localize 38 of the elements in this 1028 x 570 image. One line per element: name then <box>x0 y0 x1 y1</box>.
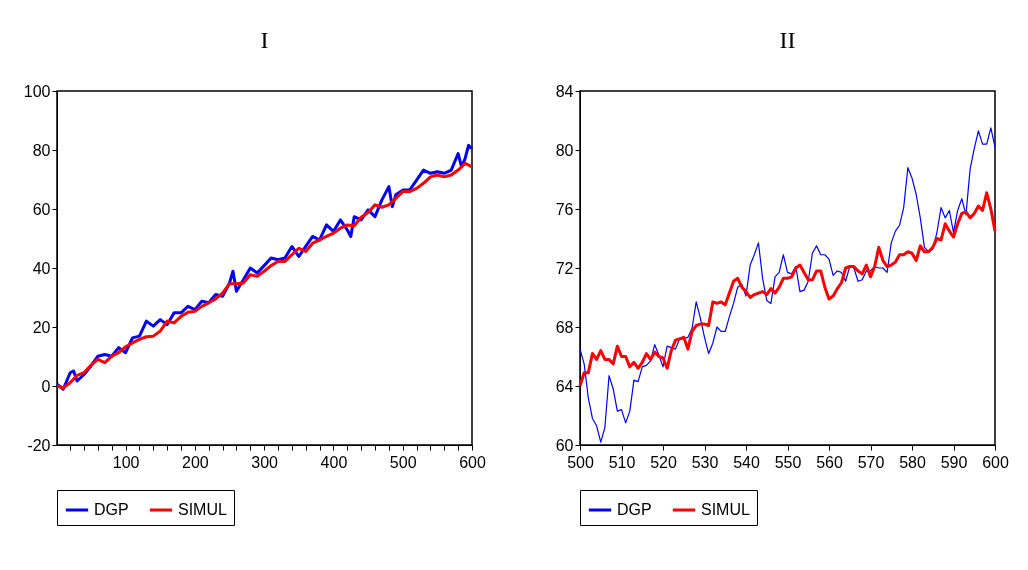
legend-label: DGP <box>94 501 129 518</box>
x-tick-label: 520 <box>650 453 677 471</box>
x-tick-label: 580 <box>899 453 926 471</box>
y-tick-label: 40 <box>32 259 51 277</box>
x-tick-label: 100 <box>112 453 140 471</box>
y-tick-label: 68 <box>555 318 574 336</box>
chart-title: I <box>260 27 269 53</box>
y-tick-label: 72 <box>555 259 574 277</box>
y-tick-label: -20 <box>27 436 51 454</box>
x-tick-label: 500 <box>389 453 417 471</box>
chart-title: II <box>779 27 796 53</box>
y-tick-label: 64 <box>555 377 574 395</box>
y-tick-label: 80 <box>32 141 51 159</box>
x-tick-label: 590 <box>940 453 968 471</box>
line-series <box>578 191 997 388</box>
legend-label: DGP <box>617 501 652 518</box>
x-tick-label: 600 <box>459 453 486 471</box>
x-tick-label: 500 <box>567 453 594 471</box>
x-tick-label: 400 <box>320 453 348 471</box>
y-tick-label: 76 <box>555 200 574 218</box>
x-tick-label: 560 <box>816 453 843 471</box>
y-tick-label: 84 <box>555 82 574 100</box>
y-tick-label: 0 <box>41 377 51 395</box>
legend-label: SIMUL <box>178 501 227 518</box>
y-tick-label: 20 <box>32 318 51 336</box>
x-tick-label: 550 <box>774 453 802 471</box>
x-tick-label: 300 <box>251 453 279 471</box>
y-tick-label: 100 <box>23 82 51 100</box>
x-tick-label: 510 <box>608 453 636 471</box>
legend-label: SIMUL <box>701 501 750 518</box>
x-tick-label: 530 <box>691 453 719 471</box>
y-tick-label: 80 <box>555 141 574 159</box>
x-tick-label: 600 <box>982 453 1009 471</box>
y-tick-label: 60 <box>555 436 574 454</box>
x-tick-label: 540 <box>733 453 760 471</box>
y-tick-label: 60 <box>32 200 51 218</box>
x-tick-label: 200 <box>182 453 209 471</box>
x-tick-label: 570 <box>857 453 885 471</box>
